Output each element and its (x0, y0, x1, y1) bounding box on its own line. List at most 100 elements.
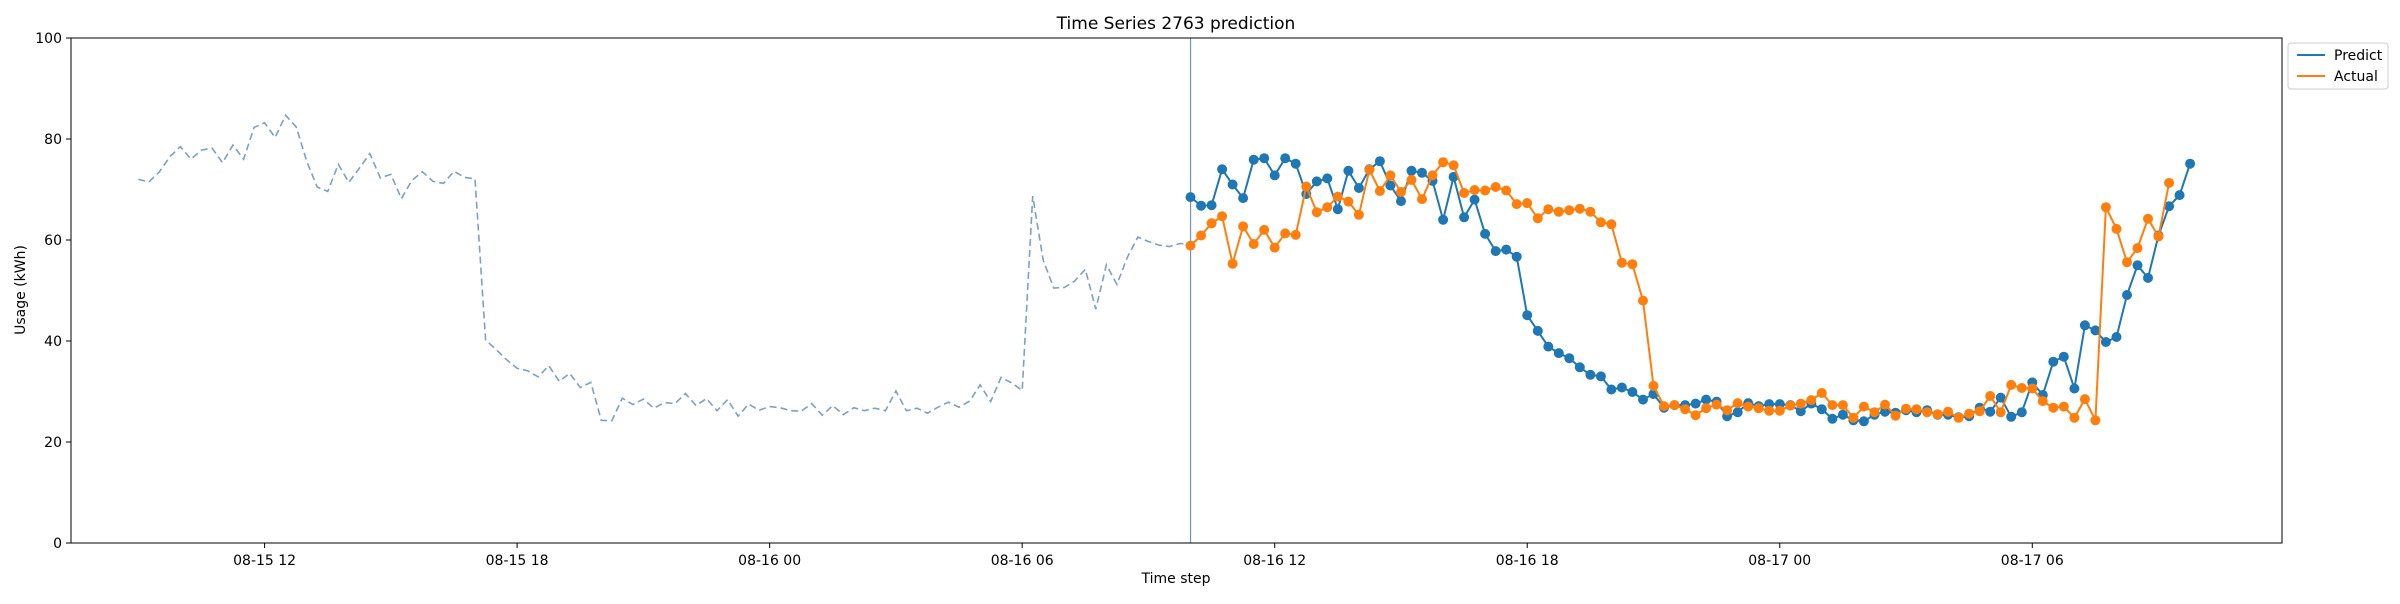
actual-point (1974, 406, 1985, 417)
actual-point (1774, 405, 1785, 416)
predict-point (1280, 153, 1291, 164)
chart-title: Time Series 2763 prediction (1056, 14, 1296, 34)
predict-point (1227, 179, 1238, 190)
actual-point (1511, 199, 1522, 210)
actual-point (1764, 405, 1775, 416)
actual-point (1932, 409, 1943, 420)
legend-label-predict: Predict (2334, 48, 2383, 64)
actual-point (1869, 407, 1880, 418)
predict-point (1406, 165, 1417, 176)
predict-point (1616, 382, 1627, 393)
predict-point (1511, 251, 1522, 262)
actual-point (1627, 259, 1638, 270)
actual-point (1732, 398, 1743, 409)
actual-point (2143, 213, 2153, 224)
predict-point (1553, 348, 1564, 359)
actual-point (1480, 185, 1491, 196)
predict-point (1585, 369, 1596, 380)
actual-point (2069, 412, 2080, 423)
actual-point (1711, 399, 1722, 410)
x-tick-label: 08-16 06 (991, 553, 1054, 569)
actual-point (1911, 404, 1922, 415)
actual-point (1427, 170, 1438, 181)
y-tick-label: 20 (44, 435, 62, 451)
predict-point (1311, 176, 1322, 187)
y-tick-label: 60 (44, 233, 62, 249)
predict-point (1690, 398, 1701, 409)
actual-point (1374, 186, 1385, 196)
actual-point (1206, 218, 1217, 229)
actual-point (1880, 399, 1890, 410)
actual-point (1964, 408, 1975, 419)
actual-point (1574, 203, 1585, 214)
y-tick-label: 0 (53, 536, 62, 552)
predict-point (1606, 384, 1617, 395)
predict-point (1732, 407, 1743, 418)
actual-point (1417, 194, 1427, 205)
actual-point (1227, 258, 1238, 269)
actual-point (1238, 221, 1249, 232)
actual-point (2058, 401, 2069, 412)
actual-point (1616, 257, 1627, 268)
predict-point (2100, 337, 2111, 347)
actual-point (2153, 231, 2164, 242)
actual-point (1311, 207, 1322, 218)
predict-point (1269, 170, 1280, 181)
actual-point (1543, 204, 1554, 215)
predict-point (1332, 204, 1343, 215)
x-tick-label: 08-17 06 (2001, 553, 2064, 569)
actual-point (1406, 174, 1417, 185)
history-line (138, 113, 1191, 422)
actual-point (1890, 410, 1901, 421)
predict-point (1564, 353, 1575, 364)
actual-point (2016, 383, 2027, 393)
actual-point (1385, 170, 1396, 181)
actual-point (1396, 187, 1406, 197)
predict-point (1701, 394, 1712, 405)
predict-point (1480, 228, 1491, 239)
actual-point (1353, 209, 1364, 220)
actual-point (2132, 243, 2143, 254)
x-tick-label: 08-15 18 (486, 553, 549, 569)
predict-point (2069, 383, 2080, 394)
actual-point (1301, 181, 1312, 192)
predict-point (2111, 332, 2122, 342)
actual-point (1943, 406, 1954, 417)
actual-point (1690, 410, 1701, 421)
predict-point (1238, 193, 1249, 204)
predict-point (1522, 310, 1533, 321)
predict-point (2016, 407, 2027, 418)
actual-point (2079, 394, 2090, 405)
predict-point (2132, 260, 2143, 271)
actual-point (1259, 224, 1270, 235)
actual-point (1606, 219, 1617, 230)
actual-point (1669, 400, 1680, 411)
predict-point (1795, 406, 1806, 417)
actual-point (1722, 405, 1733, 416)
actual-point (2027, 383, 2038, 394)
predict-point (1501, 244, 1512, 255)
predict-point (1353, 183, 1364, 193)
actual-point (1290, 229, 1301, 240)
actual-point (2037, 396, 2048, 407)
predict-point (1259, 153, 1270, 164)
actual-point (1185, 240, 1196, 251)
actual-point (2111, 223, 2122, 234)
predict-point (1595, 371, 1606, 382)
predict-point (2174, 190, 2185, 201)
actual-point (1816, 388, 1827, 398)
legend: Predict Actual (2287, 42, 2389, 90)
predict-point (1417, 167, 1427, 178)
actual-point (1680, 404, 1691, 415)
x-axis-label: Time step (1141, 571, 1211, 587)
x-tick-label: 08-16 18 (1496, 553, 1559, 569)
actual-point (1196, 230, 1207, 241)
predict-point (2185, 158, 2196, 169)
actual-point (1343, 196, 1354, 207)
predict-point (1880, 406, 1890, 417)
actual-point (1953, 412, 1964, 423)
predict-point (2090, 325, 2101, 336)
predict-point (1290, 158, 1301, 169)
